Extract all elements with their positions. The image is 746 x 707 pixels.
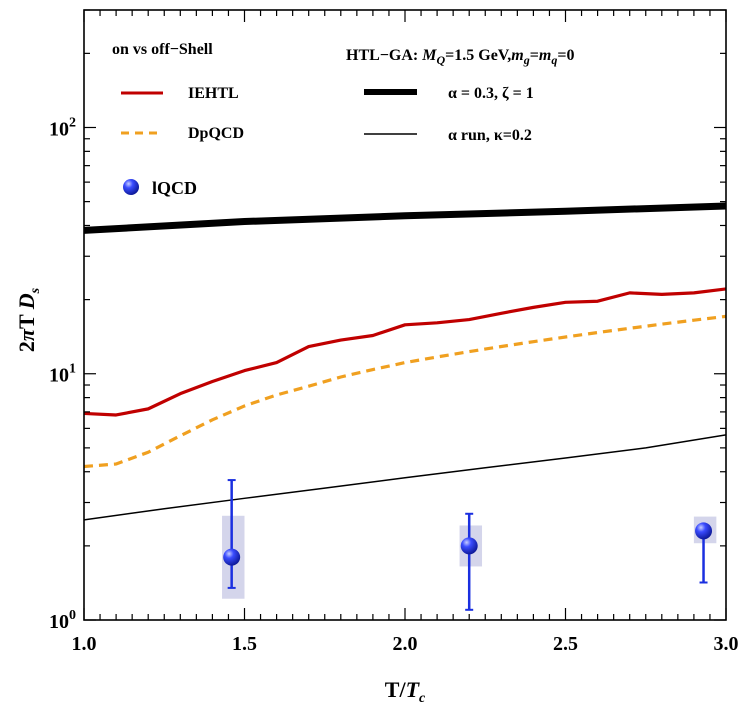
y-tick-label: 102 — [49, 115, 76, 140]
series-alpha-fixed-line — [84, 202, 726, 234]
legend-iehtl-label: IEHTL — [188, 85, 239, 102]
axis-ticks — [83, 9, 727, 621]
legend-dpqcd-label: DpQCD — [188, 125, 244, 142]
legend-alpha-fixed-label: α = 0.3, ζ = 1 — [448, 85, 534, 102]
lqcd-point — [695, 522, 713, 540]
series-dpqcd-line — [84, 314, 726, 469]
legend-left: on vs off−Shell IEHTL DpQCD lQCD — [112, 41, 244, 198]
x-tick-label: 2.5 — [553, 633, 578, 655]
series-iehtl-line — [84, 287, 726, 417]
plot-frame — [83, 9, 727, 621]
lqcd-point — [223, 548, 241, 566]
x-tick-label: 1.0 — [72, 633, 97, 655]
x-tick-label: 2.0 — [393, 633, 418, 655]
legend-lqcd-marker — [123, 179, 139, 195]
legend-right-header: HTL−GA: MQ=1.5 GeV,mg=mq=0 — [346, 47, 574, 67]
x-axis-title-main: T/ — [385, 677, 407, 702]
y-tick-label: 100 — [49, 608, 76, 633]
legend-right: HTL−GA: MQ=1.5 GeV,mg=mq=0 α = 0.3, ζ = … — [346, 47, 574, 144]
x-tick-label: 3.0 — [714, 633, 739, 655]
x-axis-title: T/Tc — [385, 677, 426, 706]
y-tick-label: 101 — [49, 362, 76, 387]
y-tick-labels: 100 101 102 — [49, 115, 76, 633]
legend-left-header: on vs off−Shell — [112, 41, 213, 58]
x-tick-labels: 1.0 1.5 2.0 2.5 3.0 — [72, 633, 739, 655]
series-alpha-run-line — [84, 434, 726, 521]
legend-lqcd-label: lQCD — [152, 178, 197, 198]
legend-alpha-run-label: α run, κ=0.2 — [448, 127, 532, 144]
series-lines — [84, 202, 726, 521]
x-tick-label: 1.5 — [232, 633, 257, 655]
y-axis-title: 2πT Ds — [14, 287, 43, 352]
lqcd-points — [223, 479, 713, 611]
lqcd-point — [460, 537, 478, 555]
